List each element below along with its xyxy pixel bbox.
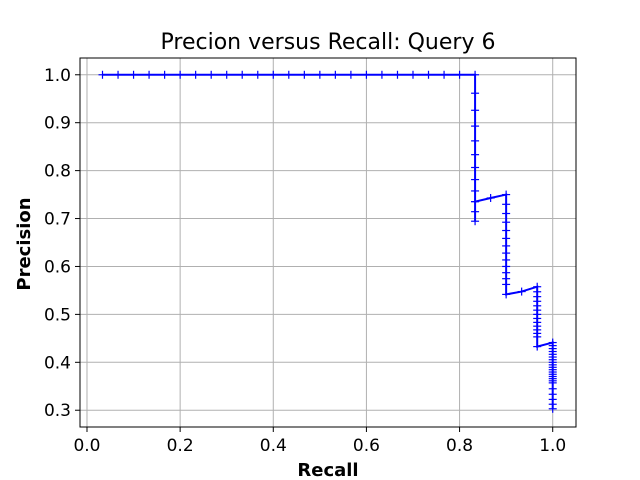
y-tick-label: 0.9 [44, 114, 71, 134]
data-point [455, 70, 464, 79]
data-point [315, 70, 324, 79]
data-point [502, 234, 511, 243]
data-point [160, 70, 169, 79]
data-point [533, 332, 542, 341]
data-point [471, 136, 480, 145]
data-point [486, 193, 495, 202]
data-point [114, 70, 123, 79]
data-point [471, 89, 480, 98]
x-tick-label: 0.0 [73, 436, 100, 456]
data-point [129, 70, 138, 79]
data-point [502, 290, 511, 299]
y-tick-label: 0.8 [44, 162, 71, 182]
data-point [346, 70, 355, 79]
data-point [471, 122, 480, 131]
data-point [502, 280, 511, 289]
series-layer [98, 70, 557, 413]
x-tick-label: 0.4 [260, 436, 287, 456]
y-tick-label: 1.0 [44, 66, 71, 86]
data-point [471, 186, 480, 195]
y-tick-label: 0.6 [44, 257, 71, 277]
data-point [424, 70, 433, 79]
y-axis-label: Precision [14, 197, 35, 290]
data-point [176, 70, 185, 79]
series-line [102, 73, 554, 409]
tick-layer: 0.0 0.2 0.4 0.6 0.8 1.0 0.3 0.4 0.5 0.6 0.7 0.8 0.9 1… [44, 66, 566, 456]
data-point [471, 70, 480, 79]
data-point [548, 404, 557, 413]
data-point [502, 226, 511, 235]
data-point [502, 249, 511, 258]
data-point [471, 175, 480, 184]
data-point [269, 70, 278, 79]
y-tick-label: 0.5 [44, 305, 71, 325]
x-tick-label: 0.6 [353, 436, 380, 456]
x-tick-label: 0.8 [446, 436, 473, 456]
x-tick-label: 1.0 [539, 436, 566, 456]
data-point [207, 70, 216, 79]
data-point [471, 207, 480, 216]
x-tick-label: 0.2 [167, 436, 194, 456]
y-tick-label: 0.7 [44, 210, 71, 230]
data-point [253, 70, 262, 79]
x-axis-label: Recall [297, 460, 358, 480]
data-point [284, 70, 293, 79]
data-point [471, 106, 480, 115]
data-point [502, 218, 511, 227]
data-point [393, 70, 402, 79]
data-point [502, 241, 511, 250]
y-tick-label: 0.3 [44, 401, 71, 421]
plot-frame [79, 57, 577, 428]
grid-lines [80, 58, 576, 427]
data-point [471, 197, 480, 206]
data-point [471, 217, 480, 226]
data-point [377, 70, 386, 79]
data-point [191, 70, 200, 79]
data-point [440, 70, 449, 79]
data-point [533, 342, 542, 351]
data-point [502, 200, 511, 209]
chart-title: Precion versus Recall: Query 6 [161, 30, 496, 55]
data-point [408, 70, 417, 79]
data-point [238, 70, 247, 79]
data-point [471, 150, 480, 159]
data-point [362, 70, 371, 79]
data-point [502, 209, 511, 218]
data-point [300, 70, 309, 79]
data-point [502, 190, 511, 199]
data-point [471, 163, 480, 172]
y-tick-label: 0.4 [44, 353, 71, 373]
data-point [222, 70, 231, 79]
data-point [145, 70, 154, 79]
data-point [331, 70, 340, 79]
data-point [517, 287, 526, 296]
data-point [98, 70, 107, 79]
